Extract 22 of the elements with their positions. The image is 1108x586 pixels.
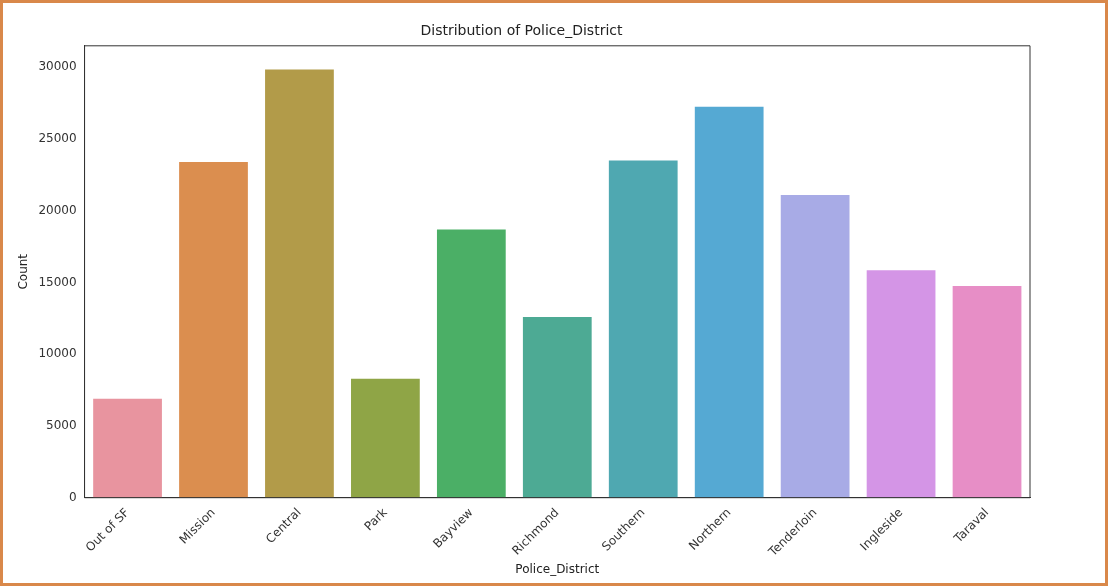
y-tick-label: 20000 [38, 202, 77, 217]
y-tick-label: 5000 [46, 418, 77, 433]
bar [522, 316, 592, 498]
bar [93, 398, 162, 498]
bar [265, 69, 334, 498]
bar [608, 160, 678, 498]
x-tick-label: Out of SF [82, 505, 132, 555]
bar [952, 286, 1022, 498]
bar [780, 195, 850, 498]
y-tick-label: 10000 [38, 346, 77, 361]
bar [866, 270, 936, 498]
bar [436, 229, 506, 498]
x-axis-title: Police_District [515, 561, 600, 576]
bar [351, 378, 420, 498]
chart-title: Distribution of Police_District [420, 22, 623, 39]
bar [694, 106, 764, 498]
y-axis-title: Count [16, 253, 31, 290]
y-tick-label: 25000 [38, 131, 77, 146]
bar [179, 162, 248, 498]
y-tick-label: 15000 [38, 274, 77, 289]
y-tick-label: 30000 [38, 59, 77, 74]
y-tick-label: 0 [68, 489, 77, 504]
